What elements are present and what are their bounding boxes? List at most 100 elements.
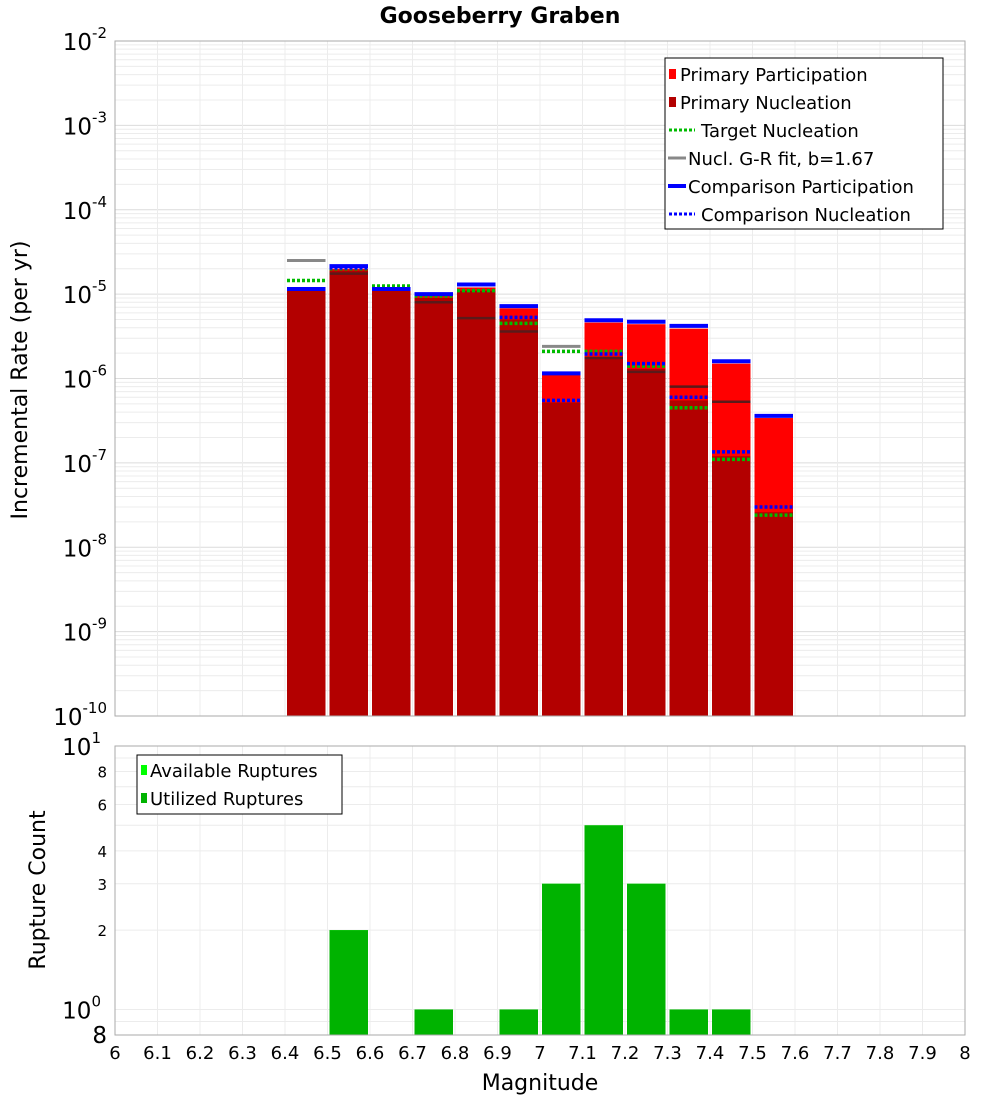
y-tick-label: 10-10 bbox=[53, 699, 107, 731]
y-tick-label: 100 bbox=[62, 992, 101, 1024]
top-panel: 10-210-310-410-510-610-710-810-910-10Goo… bbox=[8, 4, 966, 731]
y-tick-base: 10 bbox=[63, 199, 92, 225]
y-tick-exponent: 1 bbox=[91, 729, 101, 747]
legend-label: Available Ruptures bbox=[150, 761, 318, 782]
x-tick-label: 6.6 bbox=[356, 1043, 385, 1064]
x-tick-label: 7.6 bbox=[781, 1043, 810, 1064]
nucleation-bar bbox=[754, 512, 793, 716]
y-axis-title: Rupture Count bbox=[26, 810, 51, 970]
bottom-plot-border bbox=[114, 745, 966, 1036]
nucleation-bar bbox=[542, 402, 581, 716]
nucleation-bar bbox=[584, 356, 623, 716]
x-tick-label: 6.5 bbox=[313, 1043, 342, 1064]
utilized-ruptures-bar bbox=[584, 825, 623, 1035]
x-tick-label: 7.4 bbox=[696, 1043, 725, 1064]
y-tick-label: 10-5 bbox=[63, 277, 107, 309]
utilized-ruptures-bar bbox=[499, 1009, 538, 1035]
bottom-legend-box bbox=[136, 754, 343, 815]
legend-swatch bbox=[141, 765, 147, 775]
y-tick-label: 10-8 bbox=[63, 530, 107, 562]
y-tick-base: 10 bbox=[63, 283, 92, 309]
y-minor-tick-label: 2 bbox=[97, 922, 107, 940]
legend-swatch bbox=[669, 69, 676, 79]
nucleation-bar bbox=[712, 456, 751, 716]
bottom-legend: Available Ruptures Utilized Ruptures bbox=[136, 754, 343, 815]
y-tick-exponent: -8 bbox=[92, 530, 107, 548]
y-tick-base: 10 bbox=[63, 536, 92, 562]
nucleation-bar bbox=[287, 290, 326, 716]
y-tick-exponent: 0 bbox=[91, 992, 101, 1010]
legend-label: Target Nucleation bbox=[700, 121, 859, 142]
y-tick-label: 10-6 bbox=[63, 362, 107, 394]
y-tick-label: 10-4 bbox=[63, 193, 107, 225]
legend-label: Primary Participation bbox=[680, 65, 868, 86]
y-tick-label: 10-9 bbox=[63, 615, 107, 647]
nucleation-bar bbox=[457, 290, 496, 716]
x-tick-label: 7 bbox=[534, 1043, 545, 1064]
utilized-ruptures-bar bbox=[329, 930, 368, 1035]
x-tick-label: 6.7 bbox=[398, 1043, 427, 1064]
y-tick-base: 10 bbox=[62, 998, 91, 1024]
x-tick-label: 6 bbox=[109, 1043, 120, 1064]
y-tick-base: 10 bbox=[63, 114, 92, 140]
y-minor-tick-label: 8 bbox=[97, 764, 107, 782]
utilized-ruptures-bar bbox=[414, 1009, 453, 1035]
x-tick-label: 6.8 bbox=[441, 1043, 470, 1064]
x-tick-label: 6.3 bbox=[228, 1043, 257, 1064]
x-axis-title: Magnitude bbox=[482, 1071, 599, 1096]
legend-swatch bbox=[141, 793, 147, 803]
nucleation-bar bbox=[499, 319, 538, 716]
legend-label: Comparison Participation bbox=[688, 177, 914, 198]
y-tick-label: 101 bbox=[62, 729, 101, 761]
nucleation-bar bbox=[627, 368, 666, 716]
top-plot-border bbox=[114, 40, 966, 717]
nucleation-bar bbox=[372, 290, 411, 716]
x-tick-label: 6.1 bbox=[143, 1043, 172, 1064]
x-tick-label: 7.3 bbox=[653, 1043, 682, 1064]
y-minor-tick-label: 6 bbox=[97, 796, 107, 814]
legend-box bbox=[664, 57, 944, 230]
x-tick-label: 7.8 bbox=[866, 1043, 895, 1064]
x-tick-label: 7.1 bbox=[568, 1043, 597, 1064]
y-tick-base: 10 bbox=[53, 705, 82, 731]
legend-label: Nucl. G-R fit, b=1.67 bbox=[688, 149, 874, 170]
y-tick-exponent: -5 bbox=[92, 277, 107, 295]
y-tick-base: 10 bbox=[63, 368, 92, 394]
y-tick-label: 10-2 bbox=[63, 24, 107, 56]
y-minor-tick-label: 3 bbox=[97, 876, 107, 894]
y-tick-label: 10-3 bbox=[63, 108, 107, 140]
top-grid bbox=[114, 41, 966, 717]
y-tick-label: 10-7 bbox=[63, 446, 107, 478]
nucleation-bar bbox=[329, 270, 368, 716]
y-tick-exponent: -10 bbox=[83, 699, 108, 717]
x-tick-label: 8 bbox=[959, 1043, 970, 1064]
utilized-ruptures-bar bbox=[542, 883, 581, 1035]
legend-label: Comparison Nucleation bbox=[701, 205, 911, 226]
x-tick-label: 6.9 bbox=[483, 1043, 512, 1064]
chart-title: Gooseberry Graben bbox=[380, 4, 621, 29]
y-tick-exponent: -2 bbox=[92, 24, 107, 42]
y-axis-title: Incremental Rate (per yr) bbox=[8, 241, 33, 520]
y-tick-exponent: -6 bbox=[92, 362, 107, 380]
legend-label: Utilized Ruptures bbox=[150, 789, 303, 810]
y-minor-tick-label: 8 bbox=[92, 1023, 107, 1049]
y-tick-base: 10 bbox=[62, 735, 91, 761]
x-tick-label: 6.4 bbox=[271, 1043, 300, 1064]
y-tick-exponent: -7 bbox=[92, 446, 107, 464]
nucleation-bar bbox=[414, 297, 453, 716]
utilized-ruptures-bar bbox=[712, 1009, 751, 1035]
y-tick-base: 10 bbox=[63, 452, 92, 478]
y-tick-exponent: -3 bbox=[92, 108, 107, 126]
y-tick-exponent: -4 bbox=[92, 193, 107, 211]
y-tick-base: 10 bbox=[63, 30, 92, 56]
x-tick-label: 7.2 bbox=[611, 1043, 640, 1064]
legend: Primary Participation Primary Nucleation T… bbox=[664, 57, 944, 230]
legend-swatch bbox=[669, 97, 676, 107]
nucleation-bar bbox=[669, 400, 708, 716]
utilized-ruptures-bar bbox=[669, 1009, 708, 1035]
legend-label: Primary Nucleation bbox=[680, 93, 852, 114]
y-tick-base: 10 bbox=[63, 621, 92, 647]
x-tick-label: 6.2 bbox=[186, 1043, 215, 1064]
